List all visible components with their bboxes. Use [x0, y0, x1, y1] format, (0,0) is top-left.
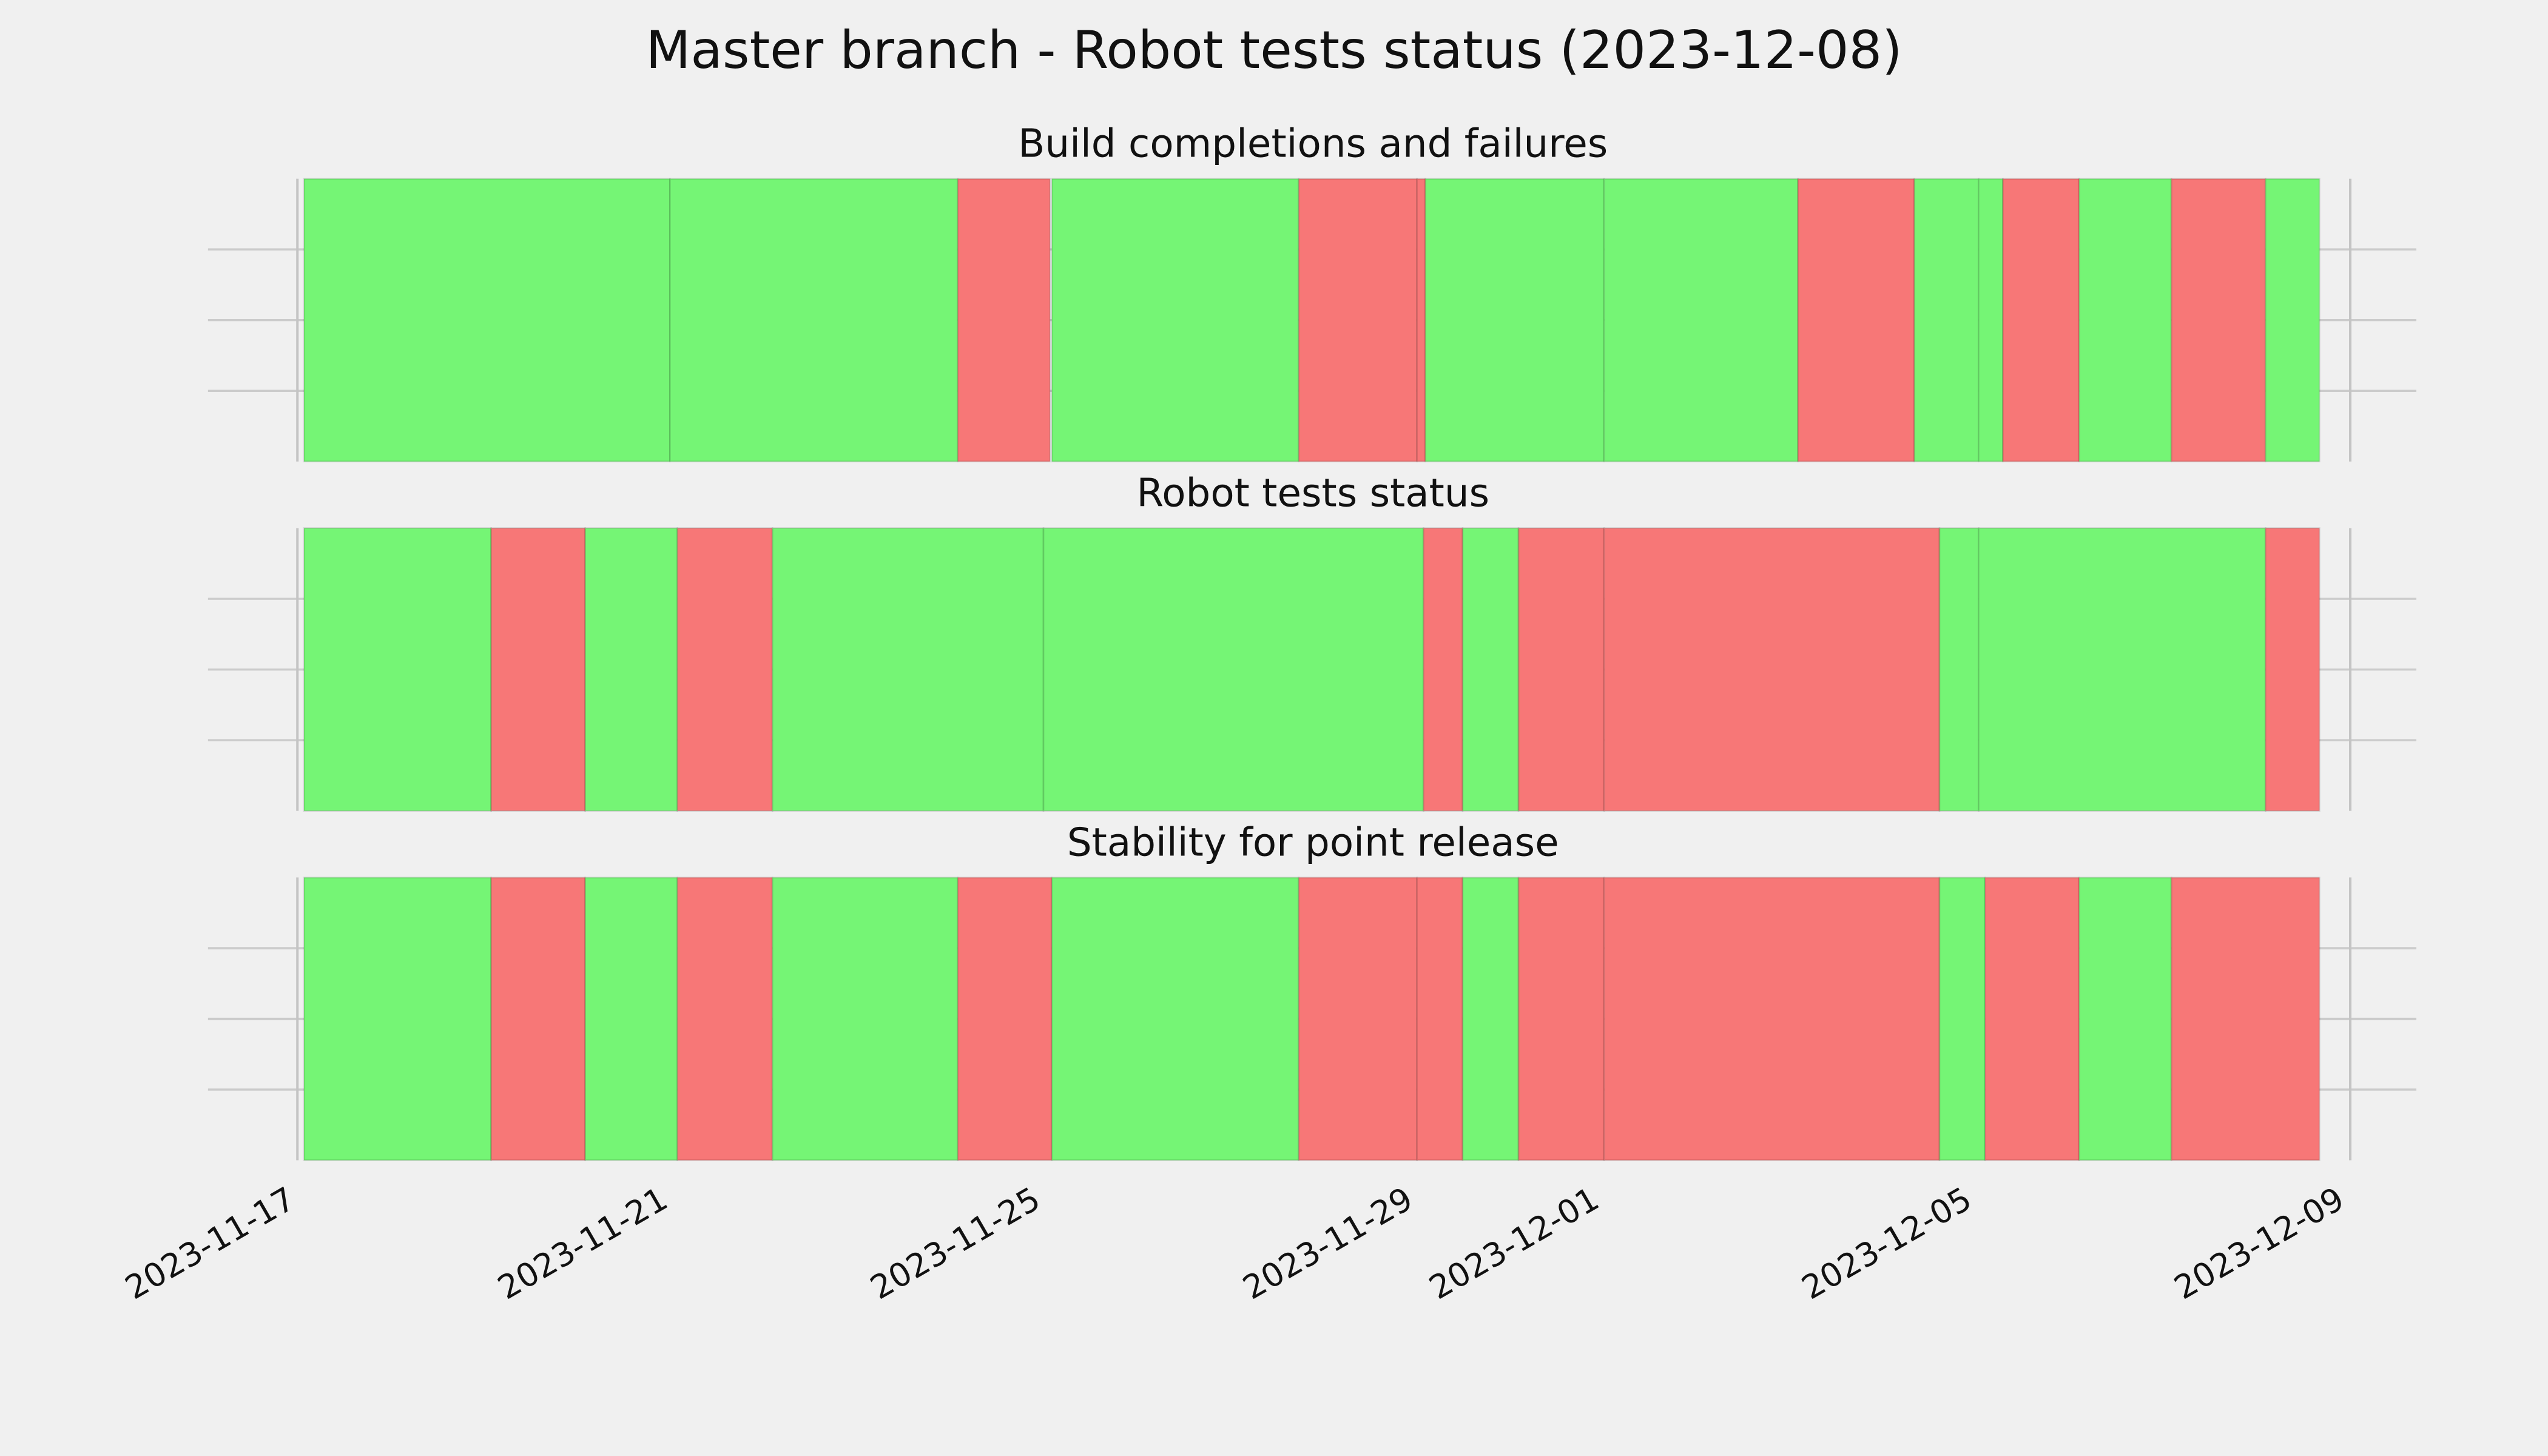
status-span	[1051, 178, 1300, 463]
status-span	[2002, 178, 2080, 463]
status-span	[1416, 877, 1464, 1161]
status-span	[1938, 877, 1986, 1161]
status-span	[584, 527, 678, 812]
panel-title: Robot tests status	[1136, 471, 1489, 516]
status-span	[1461, 877, 1520, 1161]
status-span	[1603, 877, 1941, 1161]
status-span	[1984, 877, 2080, 1161]
status-span	[1913, 178, 1980, 463]
status-span	[1517, 877, 1605, 1161]
status-span	[676, 527, 774, 812]
status-span	[490, 877, 586, 1161]
status-span	[584, 877, 678, 1161]
x-tick-label: 2023-11-17	[119, 1179, 302, 1307]
status-span	[1042, 527, 1424, 812]
status-span	[490, 527, 586, 812]
status-span	[1938, 527, 1980, 812]
chart-title: Master branch - Robot tests status (2023…	[645, 20, 1902, 81]
status-span	[1298, 178, 1418, 463]
x-tick-label: 2023-12-01	[1423, 1179, 1605, 1307]
status-span	[303, 527, 492, 812]
x-tick-label: 2023-11-25	[864, 1179, 1046, 1307]
status-span	[1517, 527, 1605, 812]
status-span	[2078, 877, 2172, 1161]
status-span	[2170, 178, 2267, 463]
status-span	[1051, 877, 1300, 1161]
status-span	[1424, 178, 1605, 463]
status-span	[303, 877, 492, 1161]
x-tick-label: 2023-12-05	[1795, 1179, 1978, 1307]
panel-title: Stability for point release	[1067, 820, 1559, 865]
status-span	[771, 877, 959, 1161]
status-span	[1461, 527, 1520, 812]
status-span	[1298, 877, 1418, 1161]
x-tick-label: 2023-12-09	[2168, 1179, 2350, 1307]
status-span	[1603, 527, 1941, 812]
status-span	[2078, 178, 2172, 463]
x-tick-label: 2023-11-21	[491, 1179, 674, 1307]
status-span	[1416, 178, 1426, 463]
status-span	[1423, 527, 1464, 812]
status-span	[771, 527, 1045, 812]
status-span	[2264, 527, 2320, 812]
status-span	[1603, 178, 1799, 463]
status-span	[1978, 527, 2267, 812]
status-span	[676, 877, 774, 1161]
panel-title: Build completions and failures	[1018, 121, 1608, 167]
status-span	[957, 877, 1053, 1161]
status-span	[1978, 178, 2004, 463]
status-span	[2170, 877, 2320, 1161]
x-tick-label: 2023-11-29	[1236, 1179, 1419, 1307]
status-span	[957, 178, 1051, 463]
status-span	[303, 178, 671, 463]
status-span	[1797, 178, 1915, 463]
status-span	[669, 178, 959, 463]
status-span	[2264, 178, 2320, 463]
